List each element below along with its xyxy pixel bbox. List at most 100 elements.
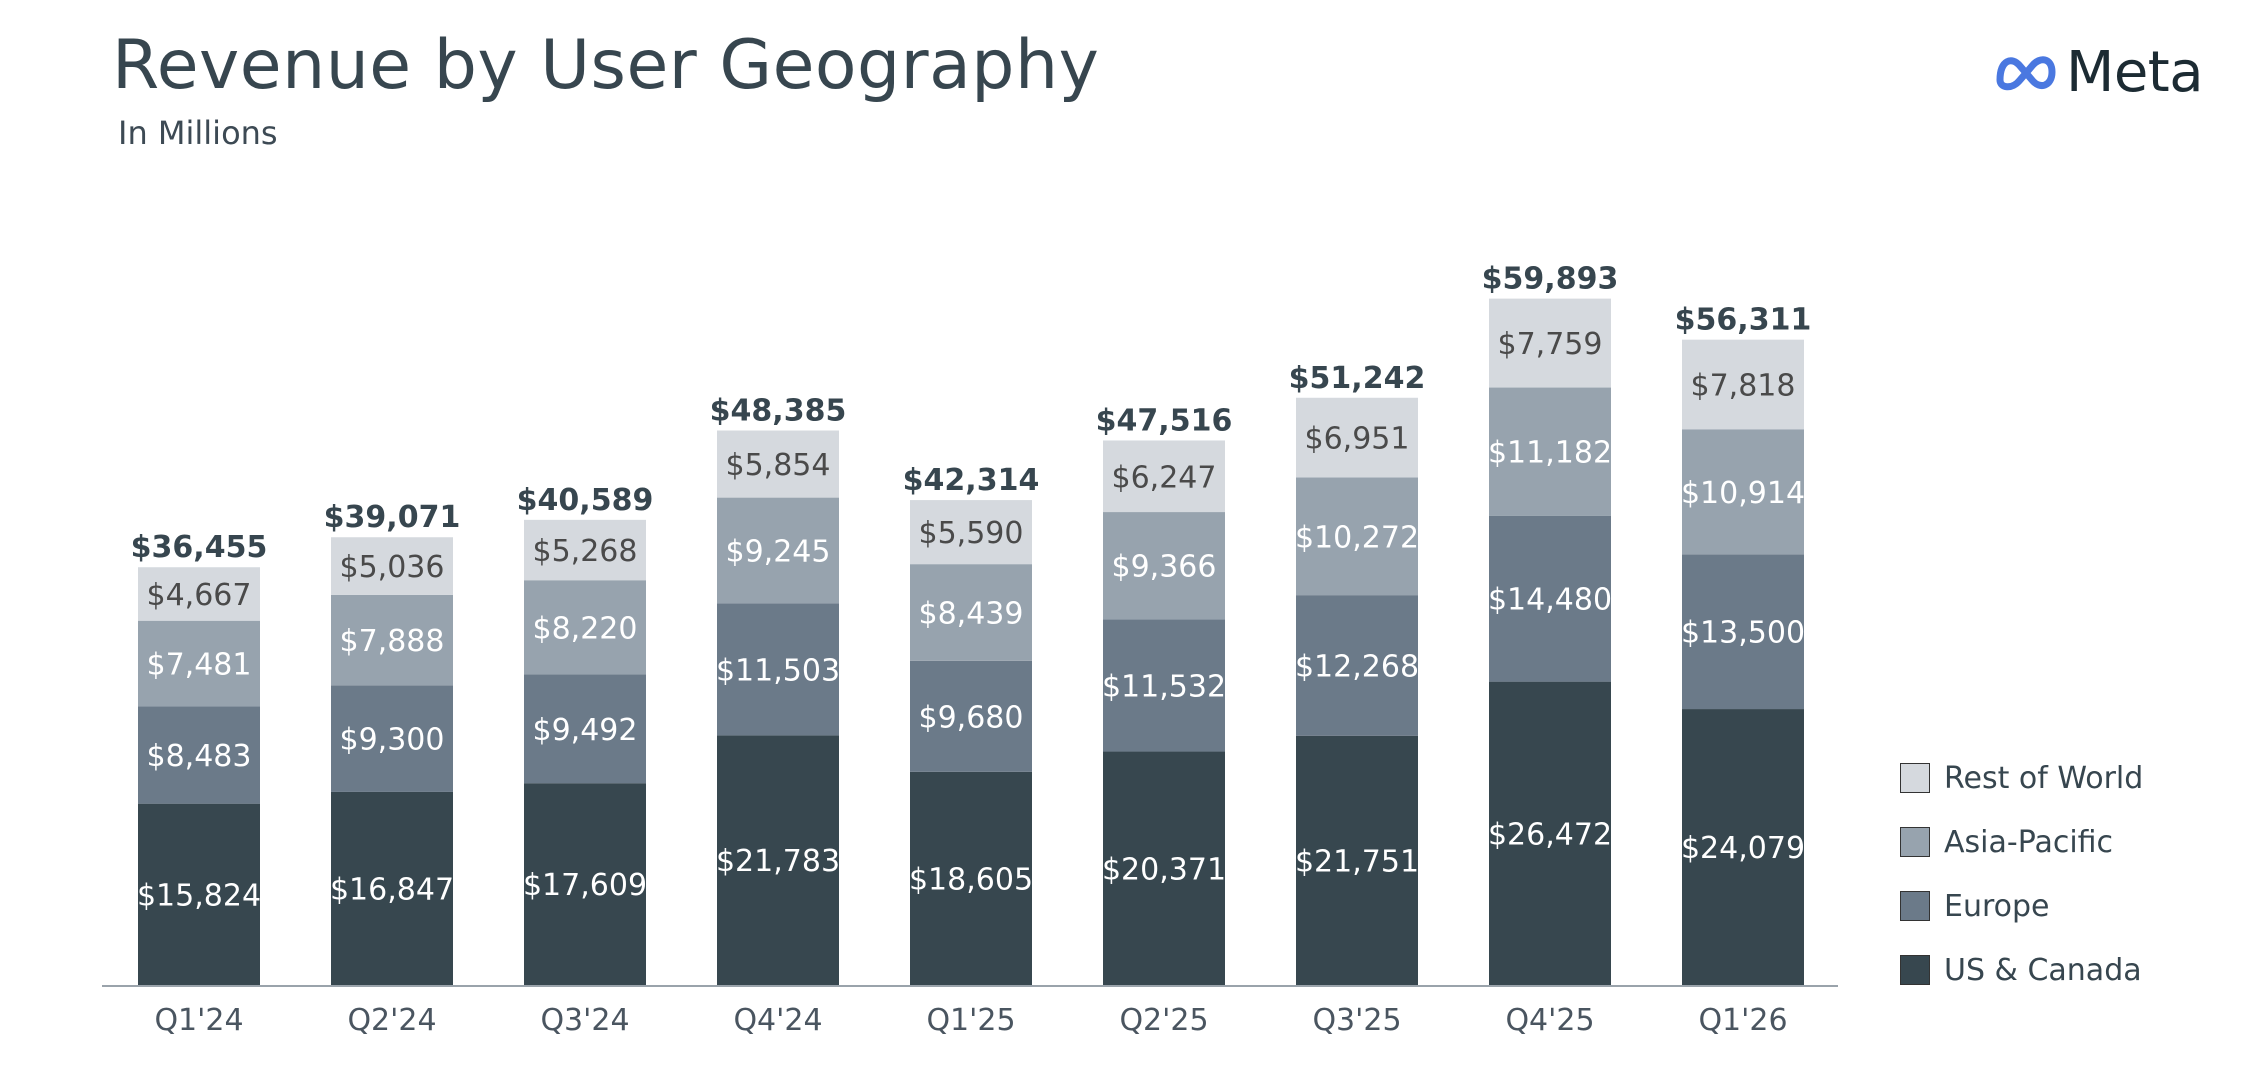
chart-subtitle: In Millions: [118, 114, 278, 152]
bar-segment: [1682, 554, 1804, 710]
x-tick-label: Q4'24: [733, 1003, 822, 1038]
x-tick-label: Q3'25: [1312, 1003, 1401, 1038]
total-label: $42,314: [903, 463, 1040, 498]
x-tick-label: Q2'24: [347, 1003, 436, 1038]
data-label: $5,590: [919, 516, 1024, 551]
meta-logo: Meta: [1992, 39, 2204, 105]
bar-segment: [1103, 440, 1225, 513]
bar-segment: [1682, 709, 1804, 985]
legend-swatch: [1900, 827, 1930, 857]
total-label: $59,893: [1482, 262, 1619, 297]
data-label: $7,888: [340, 624, 445, 659]
data-label: $4,667: [147, 578, 252, 613]
chart-legend: Rest of World Asia-Pacific Europe US & Cana…: [1900, 756, 2143, 1012]
logo-text: Meta: [2066, 39, 2204, 105]
bar-segment: [524, 674, 646, 784]
data-label: $5,268: [533, 534, 638, 569]
bar-segment: [1296, 735, 1418, 985]
legend-label: Asia-Pacific: [1944, 824, 2114, 860]
data-label: $5,854: [726, 448, 831, 483]
legend-label: Rest of World: [1944, 760, 2144, 796]
bar-segment: [138, 706, 260, 804]
bar-segment: [331, 594, 453, 686]
legend-item: Europe: [1900, 884, 2143, 928]
legend-item: Asia-Pacific: [1900, 820, 2143, 864]
bar-segment: [138, 567, 260, 621]
data-label: $26,472: [1488, 817, 1612, 852]
bar-segment: [910, 564, 1032, 661]
bar-segment: [331, 791, 453, 985]
x-tick-label: Q3'24: [540, 1003, 629, 1038]
x-tick-label: Q2'25: [1119, 1003, 1208, 1038]
bar-segment: [1296, 595, 1418, 736]
data-label: $11,503: [716, 653, 840, 688]
bar-segment: [910, 660, 1032, 772]
bar-segment: [1682, 339, 1804, 430]
data-label: $6,247: [1112, 460, 1217, 495]
total-label: $48,385: [710, 394, 847, 429]
legend-label: US & Canada: [1944, 952, 2142, 988]
data-label: $8,220: [533, 611, 638, 646]
bar-segment: [717, 497, 839, 604]
bar-segment: [1489, 515, 1611, 682]
bar-segment: [1682, 429, 1804, 555]
bar-segment: [1296, 477, 1418, 596]
total-label: $51,242: [1289, 361, 1426, 396]
total-label: $47,516: [1096, 403, 1233, 438]
bar-segment: [910, 771, 1032, 985]
bar-segment: [1296, 397, 1418, 478]
data-label: $21,751: [1295, 844, 1419, 879]
bar-segment: [717, 430, 839, 498]
data-label: $10,914: [1681, 476, 1805, 511]
chart-title: Revenue by User Geography: [112, 26, 1100, 105]
legend-label: Europe: [1944, 888, 2050, 924]
bar-segment: [331, 537, 453, 595]
data-label: $13,500: [1681, 616, 1805, 651]
x-tick-label: Q1'26: [1698, 1003, 1787, 1038]
bar-segment: [1489, 387, 1611, 516]
data-label: $16,847: [330, 872, 454, 907]
bar-segment: [138, 803, 260, 985]
data-label: $18,605: [909, 862, 1033, 897]
data-label: $8,483: [147, 739, 252, 774]
legend-swatch: [1900, 891, 1930, 921]
data-label: $9,492: [533, 713, 638, 748]
bar-segment: [910, 500, 1032, 565]
bar-segment: [1103, 751, 1225, 985]
legend-swatch: [1900, 955, 1930, 985]
bar-segment: [1489, 681, 1611, 985]
data-label: $9,300: [340, 723, 445, 758]
bar-segment: [138, 620, 260, 707]
data-label: $9,245: [726, 535, 831, 570]
data-label: $7,818: [1691, 368, 1796, 403]
data-label: $10,272: [1295, 520, 1419, 555]
bar-segment: [717, 603, 839, 736]
bar-segment: [717, 735, 839, 985]
bar-segment: [1489, 298, 1611, 388]
data-label: $21,783: [716, 844, 840, 879]
bar-segment: [524, 519, 646, 581]
data-label: $5,036: [340, 550, 445, 585]
total-label: $40,589: [517, 483, 654, 518]
bar-segment: [1103, 619, 1225, 752]
bar-segment: [524, 580, 646, 675]
data-label: $9,366: [1112, 550, 1217, 585]
legend-swatch: [1900, 763, 1930, 793]
data-label: $24,079: [1681, 831, 1805, 866]
x-tick-label: Q4'25: [1505, 1003, 1594, 1038]
meta-infinity-icon: [1996, 56, 2056, 91]
x-tick-label: Q1'24: [154, 1003, 243, 1038]
bar-segment: [331, 685, 453, 792]
total-label: $39,071: [324, 500, 461, 535]
legend-item: US & Canada: [1900, 948, 2143, 992]
bar-segment: [1103, 512, 1225, 620]
data-label: $20,371: [1102, 852, 1226, 887]
data-label: $14,480: [1488, 583, 1612, 618]
legend-item: Rest of World: [1900, 756, 2143, 800]
data-label: $11,182: [1488, 436, 1612, 471]
data-label: $6,951: [1305, 422, 1410, 457]
data-label: $7,759: [1498, 327, 1603, 362]
data-label: $15,824: [137, 878, 261, 913]
total-label: $36,455: [131, 530, 268, 565]
